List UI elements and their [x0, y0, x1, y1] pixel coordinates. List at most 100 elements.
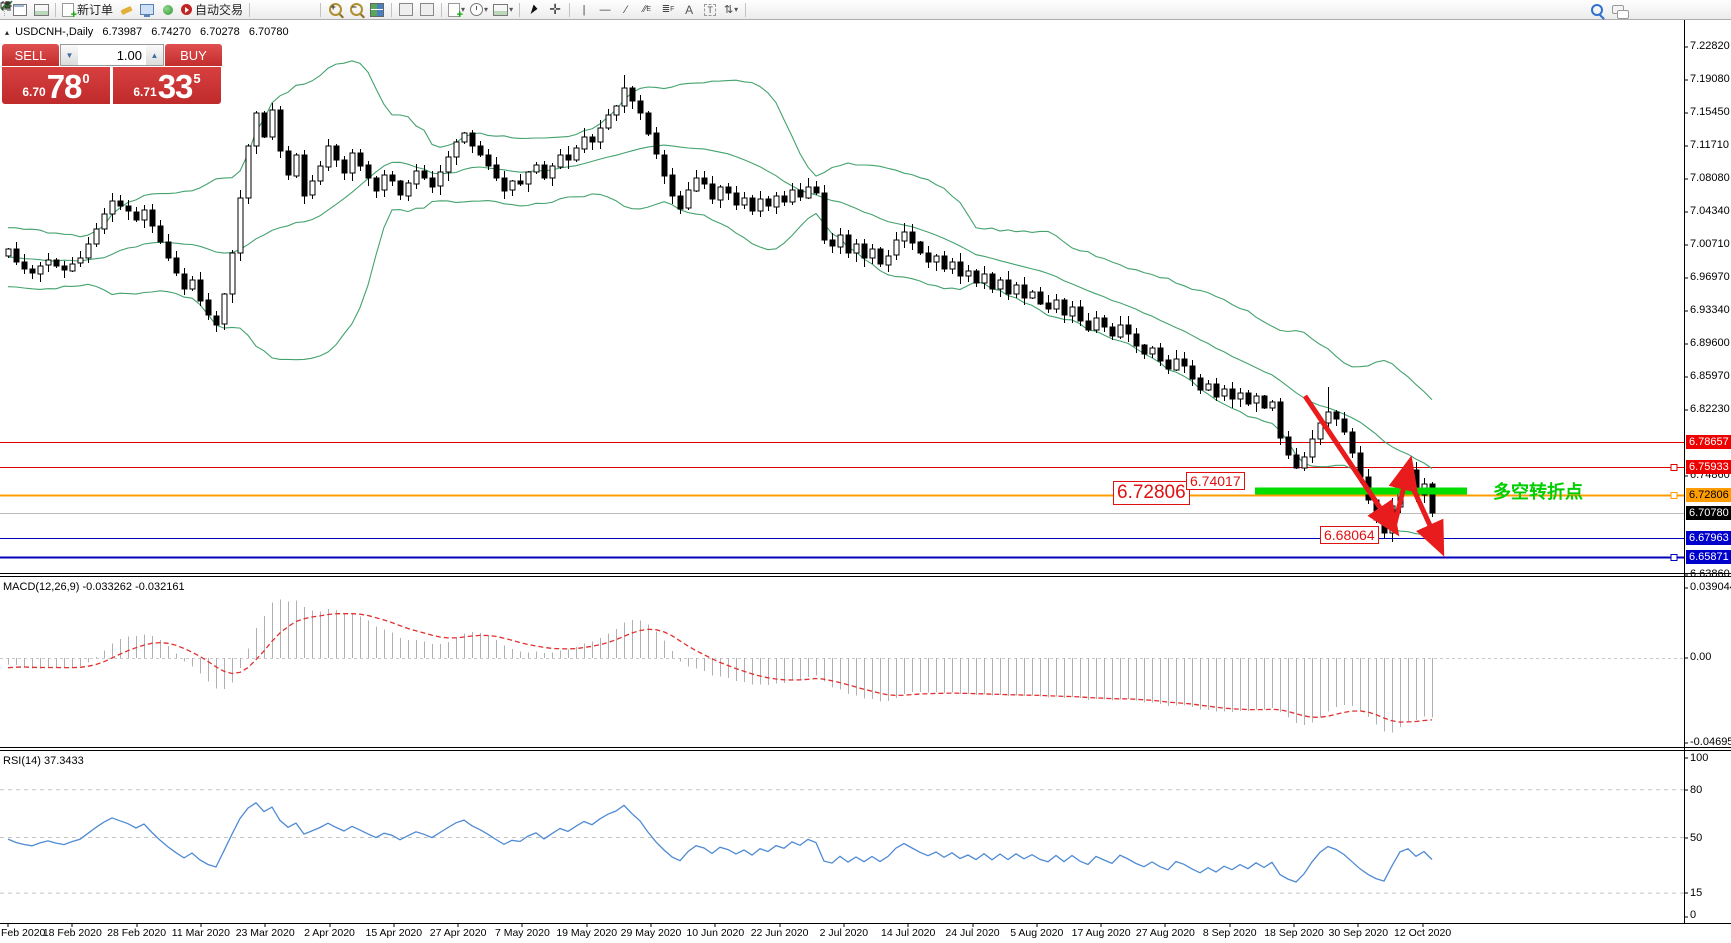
date-label: Feb 2020 — [1, 927, 46, 939]
text-label-tool[interactable]: T — [700, 1, 720, 19]
price-tag: 6.70780 — [1686, 505, 1731, 520]
price-tick-label: 7.19080 — [1690, 73, 1730, 86]
divider — [519, 2, 521, 17]
date-label: 18 Feb 2020 — [42, 927, 102, 939]
divider — [745, 2, 747, 17]
sell-price-display[interactable]: 6.70 78 0 — [2, 67, 110, 104]
hline-tool[interactable]: — — [599, 3, 611, 16]
cursor-tool[interactable] — [524, 1, 544, 19]
crosshair-tool[interactable]: ✛ — [549, 1, 561, 17]
date-label: 29 May 2020 — [620, 927, 682, 939]
price-label-674017[interactable]: 6.74017 — [1186, 472, 1245, 490]
search-icon[interactable] — [1587, 1, 1607, 19]
macd-layer — [0, 599, 1684, 733]
date-label: 30 Sep 2020 — [1328, 927, 1389, 939]
cleanup-icon[interactable] — [116, 1, 136, 19]
price-tag: 6.72806 — [1686, 487, 1731, 502]
chart-preview-icon[interactable] — [31, 1, 51, 19]
divider — [391, 2, 393, 17]
price-label-672806[interactable]: 6.72806 — [1113, 481, 1190, 505]
symbol-period: USDCNH-,Daily — [15, 26, 94, 38]
zoom-in-icon[interactable]: + — [325, 1, 345, 19]
macd-axis-label: 0.039044 — [1690, 580, 1731, 593]
volume-input[interactable] — [78, 45, 146, 65]
signal-icon[interactable] — [158, 1, 178, 19]
ohlc-high: 6.74270 — [151, 26, 191, 38]
date-label: 22 Jun 2020 — [750, 927, 809, 939]
toolbar: 新订单 自动交易 + − ▾ ▾ ▾ ✛ | — — [0, 0, 1731, 21]
price-tick-label: 6.82230 — [1690, 403, 1730, 416]
date-label: 28 Feb 2020 — [107, 927, 167, 939]
buy-price-sup: 5 — [193, 71, 201, 86]
price-tick-label: 7.22820 — [1690, 40, 1730, 52]
price-tick-label: 7.11710 — [1690, 139, 1729, 152]
sell-price-big: 78 — [46, 68, 83, 105]
divider — [55, 2, 56, 17]
rsi-label: RSI(14) 37.3433 — [3, 755, 84, 767]
autotrading-icon — [181, 4, 193, 15]
date-label: 24 Jul 2020 — [945, 927, 1000, 939]
vline-tool[interactable]: | — [582, 3, 586, 16]
price-tag: 6.67963 — [1686, 530, 1731, 545]
auto-arrange-icon[interactable] — [396, 1, 416, 19]
drawing-objects-layer — [1255, 394, 1467, 557]
date-label: 7 May 2020 — [494, 927, 550, 939]
volume-spinner: ▼ ▲ — [60, 44, 164, 66]
rsi-axis-label: 80 — [1690, 783, 1703, 796]
rsi-axis-label: 15 — [1690, 887, 1703, 900]
tile-windows-icon[interactable] — [367, 1, 387, 19]
turning-point-text[interactable]: 多空转折点 — [1493, 482, 1583, 502]
rsi-axis-label: 100 — [1690, 752, 1709, 764]
candlestick-chart-icon[interactable] — [0, 1, 295, 19]
price-tick-label: 6.93340 — [1690, 303, 1730, 316]
sell-button[interactable]: SELL — [2, 44, 59, 66]
ohlc-open: 6.73987 — [102, 26, 143, 38]
macd-axis-label: -0.046959 — [1690, 735, 1731, 748]
price-tick-label: 7.00710 — [1690, 237, 1730, 250]
arrows-tool[interactable]: ⇅ ▾ — [723, 4, 739, 16]
price-tag: 6.78657 — [1686, 435, 1731, 450]
volume-decrease-button[interactable]: ▼ — [61, 45, 78, 65]
date-label: 19 May 2020 — [556, 927, 618, 939]
buy-price-display[interactable]: 6.71 33 5 — [113, 67, 221, 104]
zoom-out-icon[interactable]: − — [346, 1, 366, 19]
autotrading-button[interactable]: 自动交易 — [179, 1, 245, 19]
periods-button[interactable]: ▾ — [468, 1, 490, 19]
buy-price-small: 6.71 — [133, 85, 157, 99]
line-chart-icon[interactable] — [0, 0, 316, 19]
bar-chart-icon[interactable] — [1, 1, 274, 19]
price-tick-label: 7.15450 — [1690, 105, 1730, 118]
bollinger-bands-layer — [7, 60, 1433, 538]
indicators-button[interactable]: ▾ — [446, 1, 467, 21]
text-tool[interactable]: A — [685, 2, 694, 17]
chart-shift-icon[interactable] — [417, 1, 437, 19]
price-tick-label: 7.08080 — [1690, 171, 1730, 184]
buy-price-big: 33 — [157, 68, 194, 105]
autotrading-label: 自动交易 — [195, 3, 244, 17]
date-label: 11 Mar 2020 — [171, 927, 230, 939]
ohlc-low: 6.70278 — [200, 26, 240, 38]
equidistant-channel-tool[interactable]: ∕∕ E — [643, 4, 652, 15]
divider — [320, 2, 322, 17]
window-icon[interactable] — [10, 1, 30, 19]
trendline-tool[interactable]: ∕ — [625, 3, 627, 16]
date-label: 2 Jul 2020 — [819, 927, 869, 939]
chat-icon[interactable] — [1608, 1, 1629, 19]
price-tick-label: 6.85970 — [1690, 369, 1730, 382]
axis-ticks-layer — [7, 46, 1688, 927]
panel-frame-layer — [0, 20, 1731, 924]
date-label: 2 Apr 2020 — [304, 927, 355, 939]
chart-info-line: ▴ USDCNH-,Daily 6.73987 6.74270 6.70278 … — [5, 26, 295, 38]
date-label: 27 Aug 2020 — [1135, 927, 1195, 939]
templates-button[interactable]: ▾ — [491, 1, 515, 19]
price-label-668064[interactable]: 6.68064 — [1320, 526, 1379, 544]
new-order-button[interactable]: 新订单 — [60, 1, 115, 21]
price-tick-label: 6.89600 — [1690, 337, 1730, 350]
macd-label: MACD(12,26,9) -0.033262 -0.032161 — [3, 581, 185, 593]
volume-increase-button[interactable]: ▲ — [146, 45, 163, 65]
fibonacci-tool[interactable]: ≣ F — [661, 4, 675, 15]
buy-button[interactable]: BUY — [165, 44, 222, 66]
toolbar-grip — [4, 3, 7, 16]
terminal-icon[interactable] — [137, 1, 157, 19]
